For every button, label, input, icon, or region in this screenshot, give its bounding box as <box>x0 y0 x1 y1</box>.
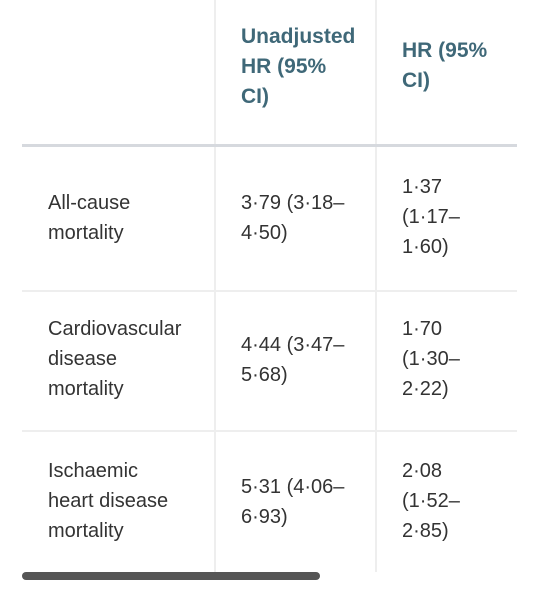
header-hr: HR (95% CI) <box>402 39 488 92</box>
row-label: Cardiovascular disease mortality <box>48 318 182 400</box>
hr-value: 1·37 (1·17– 1·60) <box>402 176 460 258</box>
row-divider <box>22 290 517 292</box>
unadjusted-hr-value: 5·31 (4·06– 6·93) <box>241 476 345 528</box>
header-divider <box>22 144 517 147</box>
hr-value: 2·08 (1·52– 2·85) <box>402 460 460 542</box>
row-label: All-cause mortality <box>48 192 131 244</box>
hr-value: 1·70 (1·30– 2·22) <box>402 318 460 400</box>
column-divider <box>375 0 377 572</box>
header-unadjusted-hr: Unadjusted HR (95% CI) <box>241 25 356 108</box>
row-divider <box>22 430 517 432</box>
row-label: Ischaemic heart disease mortality <box>48 460 169 542</box>
unadjusted-hr-value: 4·44 (3·47– 5·68) <box>241 334 345 386</box>
horizontal-scrollbar[interactable] <box>22 572 320 580</box>
column-divider <box>214 0 216 572</box>
unadjusted-hr-value: 3·79 (3·18– 4·50) <box>241 192 345 244</box>
